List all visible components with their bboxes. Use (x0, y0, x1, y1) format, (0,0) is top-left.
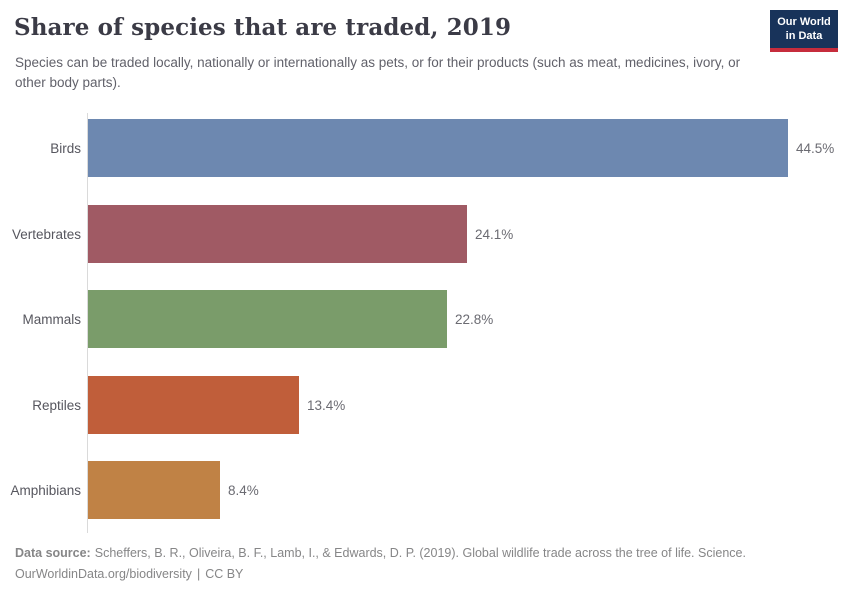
category-label: Mammals (22, 311, 81, 327)
chart-subtitle: Species can be traded locally, nationall… (15, 55, 741, 90)
data-source-text: Scheffers, B. R., Oliveira, B. F., Lamb,… (94, 546, 746, 560)
owid-logo[interactable]: Our World in Data (770, 10, 838, 52)
owid-logo-line1: Our World (777, 16, 831, 28)
bar-row: Mammals 22.8% (0, 290, 850, 348)
credit-line: OurWorldinData.org/biodiversity | CC BY (15, 564, 835, 585)
category-label: Reptiles (32, 397, 81, 413)
category-label: Amphibians (10, 482, 81, 498)
value-label: 44.5% (796, 140, 835, 156)
data-source-line: Data source: Scheffers, B. R., Oliveira, … (15, 543, 835, 564)
value-label: 13.4% (307, 397, 346, 413)
y-axis-line (87, 113, 88, 533)
bar-birds[interactable] (88, 119, 788, 177)
bar-amphibians[interactable] (88, 461, 220, 519)
chart-footer: Data source: Scheffers, B. R., Oliveira, … (15, 543, 835, 586)
category-label: Birds (50, 140, 81, 156)
bar-row: Vertebrates 24.1% (0, 205, 850, 263)
bar-mammals[interactable] (88, 290, 447, 348)
bar-row: Birds 44.5% (0, 119, 850, 177)
page-title: Share of species that are traded, 2019 (14, 14, 512, 41)
category-label: Vertebrates (11, 226, 81, 242)
bar-vertebrates[interactable] (88, 205, 467, 263)
owid-logo-line2: in Data (785, 30, 823, 43)
data-source-label: Data source: (15, 546, 91, 560)
bar-reptiles[interactable] (88, 376, 299, 434)
value-label: 8.4% (228, 482, 259, 498)
bar-row: Reptiles 13.4% (0, 376, 850, 434)
license-link[interactable]: CC BY (205, 567, 244, 582)
value-label: 24.1% (475, 226, 514, 242)
credit-separator: | (196, 567, 201, 582)
owid-url-link[interactable]: OurWorldinData.org/biodiversity (15, 567, 192, 582)
value-label: 22.8% (455, 311, 494, 327)
bar-row: Amphibians 8.4% (0, 461, 850, 519)
bar-chart: Birds 44.5% Vertebrates 24.1% Mammals 22.8% Re… (0, 113, 850, 533)
